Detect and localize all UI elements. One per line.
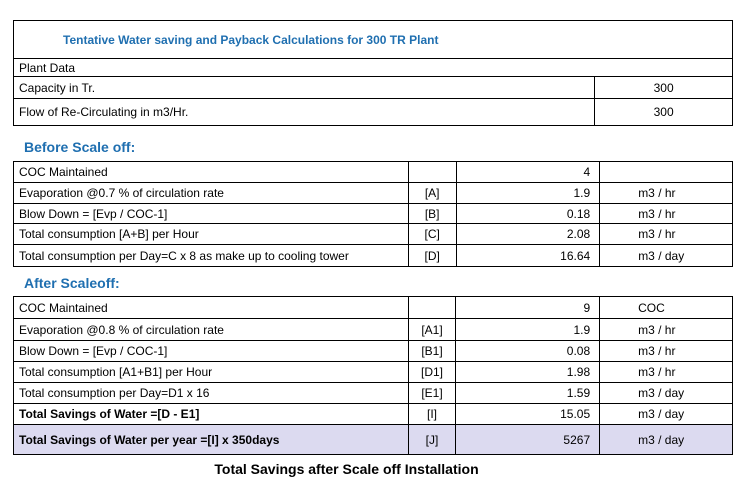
row-code: [I] xyxy=(407,403,457,425)
capacity-value: 300 xyxy=(594,76,733,99)
plant-data-label: Plant Data xyxy=(13,58,733,77)
row-code xyxy=(407,161,457,183)
table-row: Total consumption per Day=D1 x 16 [E1] 1… xyxy=(13,382,733,404)
row-code: [D] xyxy=(407,244,457,267)
row-value: 1.59 xyxy=(455,382,601,404)
row-unit: m3 / hr xyxy=(599,361,733,383)
row-value: 1.9 xyxy=(455,318,601,341)
row-unit: m3 / day xyxy=(599,382,733,404)
row-value: 5267 xyxy=(455,424,601,455)
table-row: COC Maintained 9 COC xyxy=(13,296,733,319)
row-unit: m3 / hr xyxy=(599,203,733,224)
row-value: 2.08 xyxy=(455,223,601,245)
row-code: [A] xyxy=(407,182,457,204)
row-unit: COC xyxy=(599,296,733,319)
row-label: Total consumption [A1+B1] per Hour xyxy=(13,361,409,383)
flow-value: 300 xyxy=(594,98,733,126)
row-unit: m3 / hr xyxy=(599,340,733,362)
row-unit: m3 / day xyxy=(599,424,733,455)
row-label: Blow Down = [Evp / COC-1] xyxy=(13,203,409,224)
row-value: 1.9 xyxy=(455,182,601,204)
row-value: 9 xyxy=(455,296,601,319)
after-section-heading: After Scaleoff: xyxy=(24,275,120,291)
row-code: [J] xyxy=(407,424,457,455)
table-row: Total consumption per Day=C x 8 as make … xyxy=(13,244,733,267)
flow-label: Flow of Re-Circulating in m3/Hr. xyxy=(12,98,596,126)
before-section-heading: Before Scale off: xyxy=(24,139,136,155)
row-unit: m3 / hr xyxy=(599,318,733,341)
after-scale-off-table: COC Maintained 9 COC Evaporation @0.8 % … xyxy=(13,296,733,455)
table-row: Evaporation @0.7 % of circulation rate [… xyxy=(13,182,733,204)
table-row: Total Savings of Water =[D - E1] [I] 15.… xyxy=(13,403,733,425)
row-label: Total Savings of Water per year =[I] x 3… xyxy=(13,424,409,455)
row-label: Total consumption per Day=C x 8 as make … xyxy=(13,244,409,267)
table-row: Blow Down = [Evp / COC-1] [B1] 0.08 m3 /… xyxy=(13,340,733,362)
row-label: Evaporation @0.8 % of circulation rate xyxy=(13,318,409,341)
row-code xyxy=(407,296,457,319)
row-value: 1.98 xyxy=(455,361,601,383)
row-value: 15.05 xyxy=(455,403,601,425)
row-label: Total consumption [A+B] per Hour xyxy=(13,223,409,245)
row-code: [D1] xyxy=(407,361,457,383)
row-value: 4 xyxy=(455,161,601,183)
row-label: COC Maintained xyxy=(13,161,409,183)
capacity-label: Capacity in Tr. xyxy=(12,76,596,99)
row-label: Blow Down = [Evp / COC-1] xyxy=(13,340,409,362)
row-code: [E1] xyxy=(407,382,457,404)
table-row: Blow Down = [Evp / COC-1] [B] 0.18 m3 / … xyxy=(13,203,733,224)
row-code: [A1] xyxy=(407,318,457,341)
row-label: Total consumption per Day=D1 x 16 xyxy=(13,382,409,404)
row-unit: m3 / hr xyxy=(599,182,733,204)
row-value: 16.64 xyxy=(455,244,601,267)
table-row: COC Maintained 4 xyxy=(13,161,733,183)
row-unit: m3 / hr xyxy=(599,223,733,245)
row-code: [B1] xyxy=(407,340,457,362)
table-row: Evaporation @0.8 % of circulation rate [… xyxy=(13,318,733,341)
page-title: Tentative Water saving and Payback Calcu… xyxy=(13,20,733,59)
row-unit xyxy=(599,161,733,183)
before-scale-off-table: COC Maintained 4 Evaporation @0.7 % of c… xyxy=(13,161,733,267)
table-row: Total consumption [A1+B1] per Hour [D1] … xyxy=(13,361,733,383)
row-label: Total Savings of Water =[D - E1] xyxy=(13,403,409,425)
row-code: [B] xyxy=(407,203,457,224)
row-label: Evaporation @0.7 % of circulation rate xyxy=(13,182,409,204)
row-unit: m3 / day xyxy=(599,403,733,425)
table-row: Total consumption [A+B] per Hour [C] 2.0… xyxy=(13,223,733,245)
row-value: 0.18 xyxy=(455,203,601,224)
row-value: 0.08 xyxy=(455,340,601,362)
table-row: Total Savings of Water per year =[I] x 3… xyxy=(13,424,733,455)
row-label: COC Maintained xyxy=(13,296,409,319)
footer-caption: Total Savings after Scale off Installati… xyxy=(214,461,479,477)
plant-data-table: Tentative Water saving and Payback Calcu… xyxy=(12,20,733,126)
row-code: [C] xyxy=(407,223,457,245)
row-unit: m3 / day xyxy=(599,244,733,267)
